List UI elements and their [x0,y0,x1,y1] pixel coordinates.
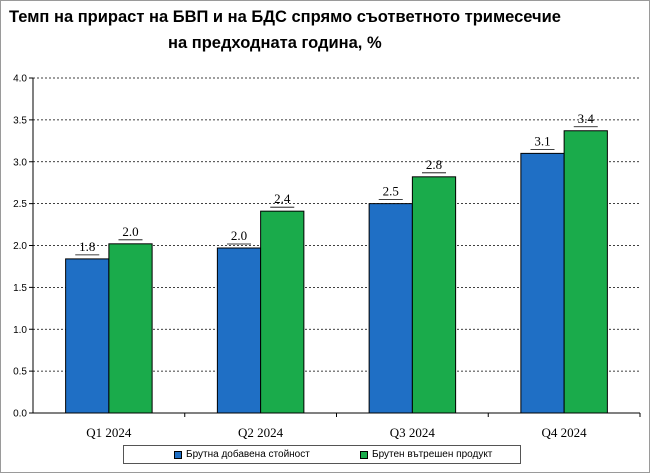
legend-item-gva: Брутна добавена стойност [174,449,310,460]
data-label: 2.5 [383,184,399,199]
bar-gva [65,258,110,414]
data-label: 2.8 [426,157,442,172]
chart-title-line-1: Темп на прираст на БВП и на БДС спрямо с… [9,8,561,26]
legend-swatch-gdp [360,450,368,459]
data-label: 1.8 [79,239,95,254]
bars [65,130,608,414]
x-tick-label: Q2 2024 [238,425,284,440]
bar-gdp [108,243,153,414]
bar-gdp [260,210,305,414]
bar-gva [368,203,413,414]
bar-gdp [563,130,608,414]
y-tick-label: 0.5 [13,367,27,378]
bar-gva [216,247,262,414]
y-tick-label: 0.0 [13,409,27,420]
y-tick-label: 1.0 [13,325,27,336]
legend-label-gdp: Брутен вътрешен продукт [372,449,493,460]
x-axis: Q1 2024 Q2 2024 Q3 2024 Q4 2024 [33,412,641,440]
x-tick-label: Q4 2024 [542,425,588,440]
y-tick-label: 3.5 [13,115,27,126]
bar-gva [520,152,565,414]
y-tick-label: 2.0 [13,241,27,252]
y-tick-label: 3.0 [13,157,27,168]
y-tick-label: 1.5 [13,283,27,294]
chart-title-line-2: на предходната година, % [168,34,382,52]
bar-gdp [411,176,457,414]
data-label: 3.4 [578,111,595,126]
legend-swatch-gva [174,450,182,459]
legend: Брутна добавена стойност Брутен вътрешен… [123,445,521,464]
data-labels: 1.8 2.0 2.0 2.4 2.5 2.8 3.1 3.4 [75,111,598,256]
data-label: 2.0 [231,228,247,243]
legend-label-gva: Брутна добавена стойност [186,449,310,460]
legend-item-gdp: Брутен вътрешен продукт [360,449,492,460]
x-tick-label: Q3 2024 [390,425,436,440]
y-axis: 0.0 0.5 1.0 1.5 2.0 2.5 3.0 3.5 4.0 [13,74,34,420]
data-label: 2.0 [122,224,138,239]
y-tick-label: 2.5 [13,199,27,210]
data-label: 3.1 [534,133,550,148]
x-tick-label: Q1 2024 [86,425,132,440]
data-label: 2.4 [274,191,291,206]
y-tick-label: 4.0 [13,74,27,85]
